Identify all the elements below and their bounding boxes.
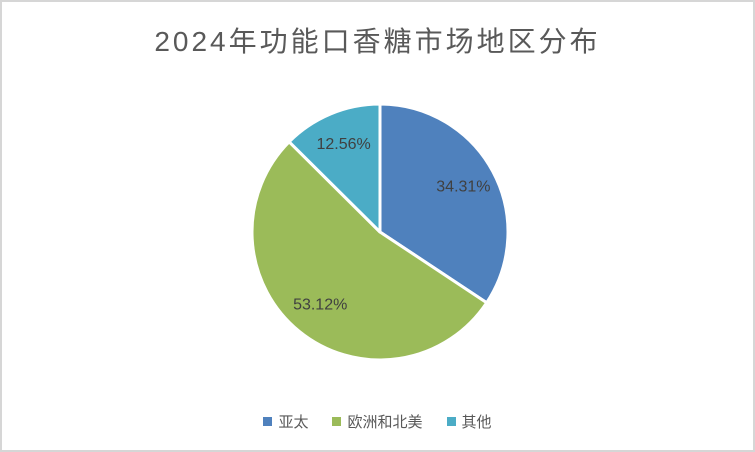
data-label-0: 34.31% xyxy=(436,178,490,195)
legend-item-0: 亚太 xyxy=(263,411,308,432)
legend-swatch-icon xyxy=(263,416,273,426)
chart-legend: 亚太 欧洲和北美 其他 xyxy=(2,408,753,434)
data-label-1: 53.12% xyxy=(293,297,347,314)
legend-label: 其他 xyxy=(461,413,492,431)
legend-swatch-icon xyxy=(332,416,342,426)
legend-label: 亚太 xyxy=(278,413,309,431)
data-label-2: 12.56% xyxy=(316,136,370,153)
pie-slice-2 xyxy=(287,102,382,234)
pie-slice-1 xyxy=(250,140,489,362)
legend-item-1: 欧洲和北美 xyxy=(332,411,423,432)
legend-label: 欧洲和北美 xyxy=(347,413,423,431)
legend-item-2: 其他 xyxy=(446,411,492,432)
legend-swatch-icon xyxy=(446,416,456,426)
chart-title: 2024年功能口香糖市场地区分布 xyxy=(154,26,601,57)
